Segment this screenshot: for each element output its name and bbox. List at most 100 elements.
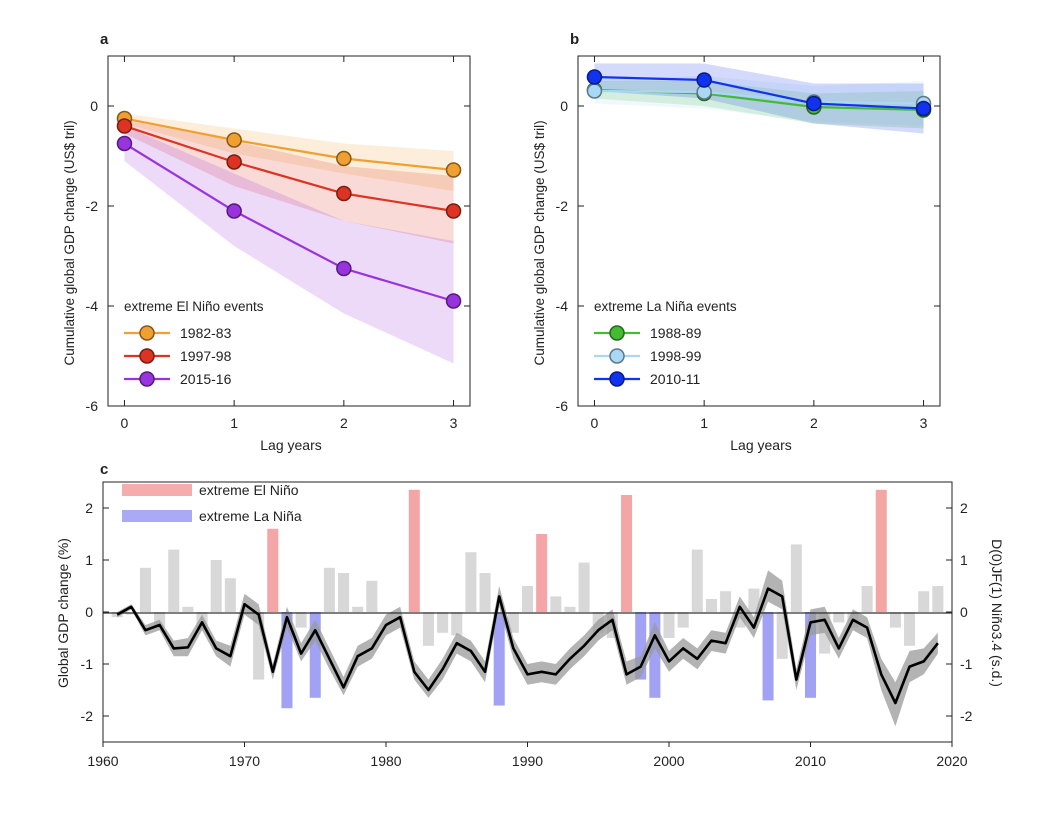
nino34-bar-1968	[210, 560, 222, 612]
y-tick-label: 0	[90, 98, 98, 114]
y-axis-label: Cumulative global GDP change (US$ tril)	[532, 120, 547, 365]
legend-label-2015-16: 2015-16	[180, 371, 232, 387]
y-tick-label: -4	[556, 298, 569, 314]
nino34-bar-1979	[366, 580, 378, 612]
legend-label-1998-99: 1998-99	[650, 348, 702, 364]
x-tick-label: 2000	[653, 753, 684, 769]
panel-label-a: a	[100, 31, 109, 48]
la-nina-bar-1998	[635, 612, 647, 680]
gdp-change-line	[116, 587, 939, 705]
legend: 1988-89 1998-99 2010-11	[594, 325, 702, 387]
el-nino-bar-1972	[267, 528, 279, 612]
nino34-bar-1990	[521, 586, 534, 612]
legend-marker-1988-89	[609, 325, 625, 341]
legend-label-1988-89: 1988-89	[650, 325, 702, 341]
x-axis-ticks: 0 1 2 3	[121, 56, 458, 431]
la-nina-bar-1975	[309, 612, 321, 698]
nino34-bar-2017	[904, 612, 916, 646]
data-point-2010-11-lag-3	[915, 100, 932, 117]
nino34-bar-2009	[790, 544, 802, 612]
nino34-bar-2002	[691, 549, 703, 612]
data-point-1982-83-lag-1	[226, 132, 242, 148]
plot-frame	[577, 55, 941, 407]
nino34-bar-2006	[748, 588, 760, 612]
nino34-bar-1965	[168, 549, 180, 612]
x-tick-label: 2	[810, 415, 818, 431]
data-point-2010-11-lag-1	[696, 72, 712, 88]
nino34-bar-1976	[323, 567, 335, 612]
x-axis-ticks: 0 1 2 3	[591, 56, 928, 431]
legend-title: extreme La Niña events	[594, 299, 737, 314]
axis-ticks: 1960 1970 1980 1990 2000 2010 2020 2 2 1 1 0 0 -1 -1 -2…	[81, 500, 973, 769]
data-point-1997-98-lag-1	[226, 154, 242, 170]
panel-label-b: b	[570, 31, 579, 48]
data-point-2010-11-lag-2	[806, 95, 822, 112]
legend-marker-2015-16	[139, 371, 155, 387]
el-nino-bar-2015	[875, 489, 887, 612]
nino34-bar-1992	[550, 596, 562, 612]
nino34-bar-1985	[451, 612, 463, 636]
series-line-2010-11	[594, 75, 924, 110]
y-tick-label-left: 2	[85, 500, 93, 516]
confidence-bands	[124, 113, 454, 364]
nino34-bar-2003	[705, 599, 717, 612]
x-tick-label: 0	[121, 415, 129, 431]
la-nina-bar-1973	[281, 612, 293, 709]
series-line-1997-98	[124, 124, 454, 213]
data-point-1998-99-lag-0	[586, 83, 603, 99]
y-tick-label-right: -1	[960, 656, 973, 672]
nino34-bar-2005	[734, 612, 746, 628]
y-tick-label-left: 1	[85, 552, 93, 568]
nino34-bar-1963	[139, 567, 151, 612]
nino34-bar-2014	[861, 586, 873, 612]
nino34-bar-2016	[889, 612, 901, 628]
x-tick-label: 1	[700, 415, 708, 431]
legend-label-1982-83: 1982-83	[180, 325, 232, 341]
legend-label-el-nino: extreme El Niño	[199, 482, 299, 498]
y-axis-ticks: 0 -2 -4 -6	[556, 98, 940, 414]
left-y-axis-label: Global GDP change (%)	[55, 538, 71, 688]
data-point-2015-16-lag-2	[336, 260, 352, 277]
el-nino-bar-1982	[408, 489, 420, 612]
series-line-1982-83	[124, 117, 454, 172]
nino34-bar-1987	[479, 573, 491, 612]
y-tick-label-left: -1	[81, 656, 94, 672]
nino34-bar-1986	[465, 552, 477, 612]
legend-swatch-el-nino	[122, 484, 192, 496]
nino34-bar-1971	[253, 612, 265, 680]
legend: extreme El Niño extreme La Niña	[122, 482, 302, 524]
legend-label-1997-98: 1997-98	[180, 348, 232, 364]
legend-marker-1997-98	[139, 348, 155, 364]
x-tick-label: 1970	[229, 753, 260, 769]
series-line-1998-99	[594, 89, 924, 105]
band-2010-11	[594, 63, 924, 134]
legend-marker-1998-99	[609, 348, 625, 364]
nino34-bar-1989	[507, 612, 519, 633]
x-tick-label: 2010	[795, 753, 826, 769]
el-nino-bar-1991	[536, 534, 548, 612]
x-tick-label: 3	[920, 415, 928, 431]
band-2015-16	[124, 126, 454, 364]
nino34-bar-2012	[833, 612, 845, 623]
data-point-1997-98-lag-2	[336, 185, 352, 202]
data-point-1997-98-lag-3	[445, 203, 462, 219]
plot-frame	[107, 55, 471, 407]
gdp-line	[116, 587, 939, 705]
la-nina-bar-1999	[649, 612, 661, 698]
x-tick-label: 1980	[370, 753, 401, 769]
legend-swatch-la-nina	[122, 510, 192, 522]
nino34-bar-2019	[932, 586, 944, 612]
la-nina-bar-2007	[762, 612, 774, 701]
legend-marker-2010-11	[609, 371, 625, 387]
nino34-bar-1983	[422, 612, 434, 646]
gdp-band-area	[117, 570, 938, 727]
y-tick-label-right: -2	[960, 708, 973, 724]
la-nina-bar-1988	[493, 612, 505, 706]
data-point-1997-98-lag-0	[116, 118, 133, 134]
panel-b: b 0 -2 -4 -6 0 1 2 3 Lag years Cumulative glob…	[532, 31, 941, 453]
nino34-bar-2018	[918, 591, 930, 612]
nino34-bar-1984	[437, 612, 449, 633]
legend-label-la-nina: extreme La Niña	[199, 508, 302, 524]
nino34-bar-2008	[776, 612, 788, 659]
